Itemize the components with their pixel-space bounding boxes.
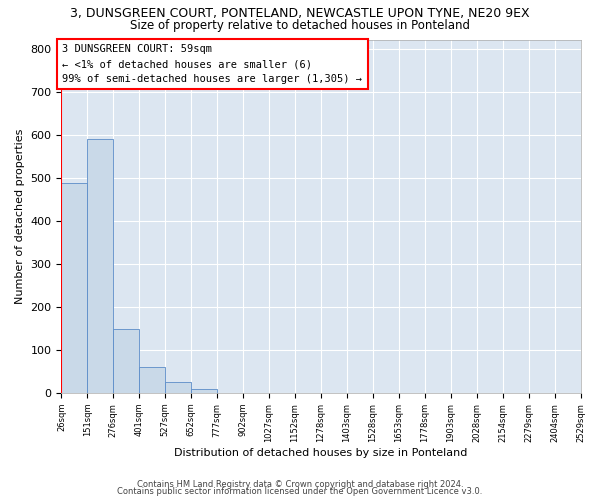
Text: Contains public sector information licensed under the Open Government Licence v3: Contains public sector information licen… xyxy=(118,487,482,496)
Text: Contains HM Land Registry data © Crown copyright and database right 2024.: Contains HM Land Registry data © Crown c… xyxy=(137,480,463,489)
Text: 3 DUNSGREEN COURT: 59sqm
← <1% of detached houses are smaller (6)
99% of semi-de: 3 DUNSGREEN COURT: 59sqm ← <1% of detach… xyxy=(62,44,362,84)
Bar xyxy=(88,139,113,393)
X-axis label: Distribution of detached houses by size in Ponteland: Distribution of detached houses by size … xyxy=(174,448,467,458)
Y-axis label: Number of detached properties: Number of detached properties xyxy=(15,129,25,304)
Text: Size of property relative to detached houses in Ponteland: Size of property relative to detached ho… xyxy=(130,19,470,32)
Bar xyxy=(139,366,165,393)
Bar xyxy=(113,330,139,393)
Text: 3, DUNSGREEN COURT, PONTELAND, NEWCASTLE UPON TYNE, NE20 9EX: 3, DUNSGREEN COURT, PONTELAND, NEWCASTLE… xyxy=(70,8,530,20)
Bar xyxy=(191,388,217,393)
Bar xyxy=(61,183,88,393)
Bar xyxy=(166,382,191,393)
